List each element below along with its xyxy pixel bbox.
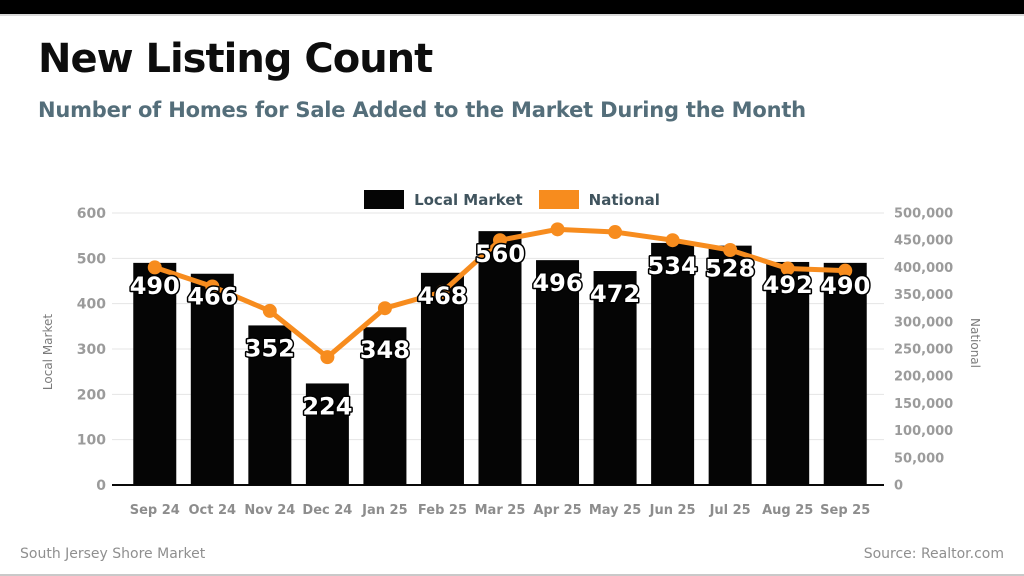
national-line-marker: [550, 222, 565, 237]
x-axis-label: Aug 25: [762, 503, 813, 518]
national-line-marker: [608, 225, 623, 240]
left-axis-title: Local Market: [41, 314, 55, 390]
x-axis-label: Jul 25: [709, 503, 751, 518]
bar: [536, 260, 580, 485]
national-line-marker: [435, 284, 450, 299]
bar: [823, 262, 867, 485]
bar-value-label: 472: [590, 280, 640, 308]
bar-value-label: 490: [820, 272, 870, 300]
right-axis-tick: 500,000: [894, 207, 953, 222]
bar-value-label: 492: [763, 271, 813, 299]
bar: [651, 242, 695, 485]
national-line-marker: [147, 260, 162, 275]
bar-value-label: 496: [532, 269, 582, 297]
left-axis-tick: 600: [77, 206, 106, 222]
national-line-marker: [320, 350, 335, 365]
national-line-marker: [377, 301, 392, 316]
national-line-marker: [262, 303, 277, 318]
bar-value-label: 224: [302, 392, 352, 420]
right-axis-title: National: [968, 318, 982, 368]
left-axis-tick: 300: [77, 342, 106, 358]
x-axis-label: Dec 24: [302, 503, 352, 518]
page-subtitle: Number of Homes for Sale Added to the Ma…: [38, 98, 806, 122]
right-axis-tick: 200,000: [894, 370, 953, 385]
bar-value-label: 534: [648, 252, 698, 280]
local-market-swatch: [364, 190, 405, 209]
x-axis-label: Feb 25: [418, 503, 467, 518]
right-axis-tick: 150,000: [894, 397, 953, 412]
left-axis-tick: 200: [77, 387, 106, 403]
bar-value-label: 490: [130, 272, 180, 300]
bar-value-label: 468: [417, 282, 467, 310]
bar: [420, 272, 464, 485]
chart-legend: Local Market National: [0, 190, 1024, 209]
bottom-edge-line: [0, 574, 1024, 576]
x-axis-label: Oct 24: [189, 503, 237, 518]
national-line-marker: [493, 233, 507, 248]
legend-label-national: National: [588, 190, 660, 209]
bar: [478, 231, 522, 485]
x-axis-label: Nov 24: [244, 503, 295, 518]
right-axis-tick: 450,000: [894, 234, 953, 249]
national-line-marker: [838, 263, 853, 278]
x-axis-label: Sep 25: [820, 503, 870, 518]
x-axis-label: Jun 25: [649, 503, 696, 518]
right-axis-tick: 350,000: [894, 288, 953, 303]
bar-value-label: 560: [475, 240, 525, 268]
right-axis-tick: 250,000: [894, 343, 953, 358]
bar: [133, 262, 177, 485]
bar: [593, 271, 637, 485]
right-axis-tick: 0: [894, 479, 903, 494]
footer-market-label: South Jersey Shore Market: [20, 546, 206, 562]
national-line-marker: [723, 242, 738, 257]
bar: [708, 245, 752, 485]
right-axis-tick: 50,000: [894, 451, 944, 466]
legend-item-local-market: Local Market: [364, 190, 523, 209]
legend-item-national: National: [538, 190, 660, 209]
left-axis-tick: 100: [77, 433, 106, 449]
bar: [766, 261, 810, 485]
bar: [363, 327, 407, 485]
national-line-marker: [665, 233, 680, 248]
bar: [305, 383, 349, 485]
left-axis-tick: 0: [96, 478, 106, 494]
legend-label-local-market: Local Market: [414, 190, 523, 209]
page-title: New Listing Count: [38, 36, 433, 82]
bar: [248, 325, 292, 485]
bar-value-label: 466: [187, 283, 237, 311]
national-line-marker: [205, 279, 220, 294]
right-axis-tick: 100,000: [894, 424, 953, 439]
right-axis-tick: 300,000: [894, 315, 953, 330]
x-axis-label: Sep 24: [130, 503, 180, 518]
bar-value-label: 528: [705, 255, 755, 283]
bar-value-label: 348: [360, 336, 410, 364]
x-axis-label: May 25: [589, 503, 641, 518]
left-axis-tick: 400: [77, 297, 106, 313]
bar-value-label: 352: [245, 334, 295, 362]
national-line-marker: [780, 261, 795, 276]
x-axis-label: Jan 25: [361, 503, 407, 518]
bar-line-chart: 0 100 200 300 400 500 600 0 50,000 100,000 150,000…: [41, 206, 982, 518]
national-swatch: [538, 190, 579, 209]
right-axis-tick: 400,000: [894, 261, 953, 276]
x-axis-label: Apr 25: [533, 503, 581, 518]
left-axis-tick: 500: [77, 251, 106, 267]
top-black-bar: [0, 0, 1024, 16]
x-axis-label: Mar 25: [475, 503, 526, 518]
bar: [190, 273, 234, 485]
footer-source-label: Source: Realtor.com: [863, 546, 1004, 562]
